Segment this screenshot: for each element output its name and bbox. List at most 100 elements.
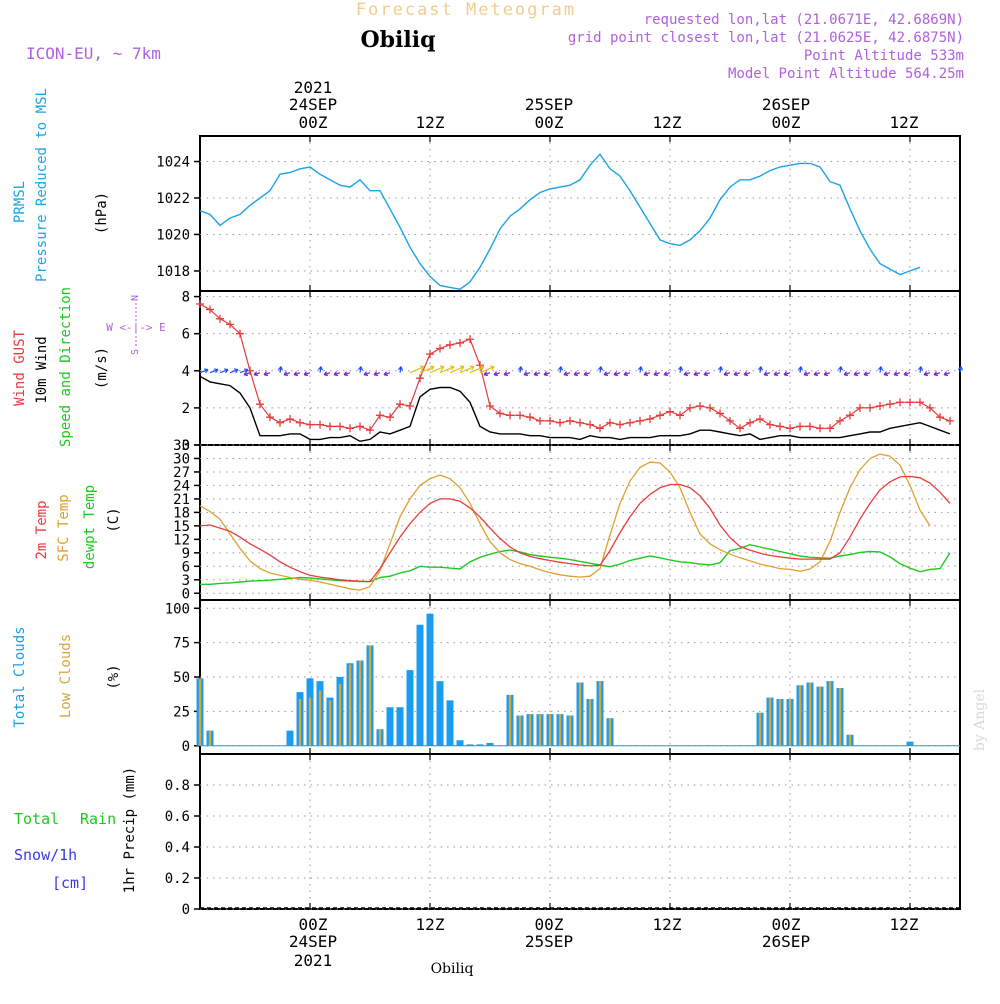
gust-marker (866, 403, 874, 412)
gridpoint-coords: grid point closest lon,lat (21.0625E, 42… (568, 30, 964, 46)
low-cloud-bar (548, 714, 552, 746)
gust-marker (796, 422, 804, 431)
wind-arrow-head (203, 368, 209, 374)
gust-marker (756, 415, 764, 424)
low-cloud-bar (348, 664, 352, 746)
dewpt-label: dewpt Temp (82, 485, 98, 569)
gust-marker (226, 320, 234, 329)
wind-arrow-head (763, 371, 769, 377)
gust-marker (406, 402, 414, 411)
wind-ytick-label: 6 (182, 327, 190, 343)
wind-arrow-head (853, 371, 859, 377)
wind-speed-line (199, 375, 951, 443)
gust-marker (876, 402, 884, 411)
gust-marker (456, 338, 464, 347)
wind-arrow-head (517, 366, 524, 371)
low-cloud-bar (828, 681, 832, 746)
wind-arrow-head (263, 371, 269, 377)
wind-direction-arrow (459, 366, 475, 374)
gust-marker (716, 409, 724, 418)
gust-marker (336, 422, 344, 431)
wind-arrow-head (863, 371, 869, 377)
panel-precip (199, 753, 961, 910)
gust-marker (656, 411, 664, 420)
top-date-24sep: 24SEP (289, 95, 337, 114)
wind-arrow-head (743, 371, 749, 377)
tick-layer: 1018102010221024024680369121518212427303… (156, 136, 911, 918)
temp-ytick-label: 15 (173, 519, 190, 535)
top-year-label: 2021 (294, 78, 333, 97)
temp-ytick-label: 0 (182, 586, 190, 602)
gust-marker (316, 420, 324, 429)
wind-arrow-head (223, 368, 229, 374)
wind-direction-arrow (409, 366, 425, 374)
low-cloud-bar (578, 682, 582, 746)
wind-arrow-head (293, 371, 299, 377)
low-cloud-bar (588, 699, 592, 746)
temp-unit: (C) (106, 507, 122, 532)
wind-arrow-head (933, 371, 939, 377)
gust-marker (536, 416, 544, 425)
precip-ytick-label: 0.6 (165, 809, 190, 825)
precip-ytick-label: 0.2 (165, 871, 190, 887)
total-cloud-bar (406, 670, 414, 746)
total-cloud-bar (426, 613, 434, 746)
gust-marker (586, 420, 594, 429)
low-cloud-bar (368, 645, 372, 746)
point-altitude: Point Altitude 533m (804, 48, 964, 64)
wind-arrow-head (677, 366, 684, 371)
clouds-unit: (%) (106, 664, 122, 689)
wind-arrow-head (343, 371, 349, 377)
wind-arrow-head (563, 371, 569, 377)
wind-direction-arrow (419, 366, 435, 374)
wind-arrow-head (603, 371, 609, 377)
low-cloud-bar (198, 678, 202, 746)
low-cloud-bar (778, 699, 782, 746)
gust-marker (926, 403, 934, 412)
wind-direction-arrow (199, 369, 209, 374)
temp-ytick-label: 6 (182, 559, 190, 575)
data-layer (196, 153, 964, 909)
clouds-ytick-label: 50 (173, 670, 190, 686)
wind-unit: (m/s) (94, 347, 110, 389)
wind-gust-label: Wind GUST (12, 330, 28, 406)
gust-marker (386, 413, 394, 422)
gust-marker (266, 413, 274, 422)
gust-marker (736, 424, 744, 433)
wind-arrow-head (733, 371, 739, 377)
gust-marker (326, 422, 334, 431)
gust-marker (776, 422, 784, 431)
gust-marker (606, 418, 614, 427)
gust-marker (236, 329, 244, 338)
low-cloud-bar (558, 714, 562, 746)
gust-marker (366, 426, 374, 435)
temp-ytick-label: 9 (182, 546, 190, 562)
low-cloud-bar (818, 686, 822, 746)
total-cloud-bar (386, 707, 394, 746)
gust-marker (826, 424, 834, 433)
wind-arrow-head (397, 366, 404, 371)
temp-ytick-label: 24 (173, 478, 190, 494)
gust-marker (706, 403, 714, 412)
temp-ytick-label: 33 (173, 438, 190, 454)
wind-arrow-head (543, 371, 549, 377)
wind-arrow-head (813, 371, 819, 377)
gust-marker (486, 402, 494, 411)
gust-marker (646, 415, 654, 424)
total-cloud-bar (286, 730, 294, 746)
wind-arrow-head (357, 366, 364, 371)
low-cloud-bar (768, 697, 772, 746)
wind-arrow-head (503, 371, 509, 377)
gust-marker (846, 411, 854, 420)
wind-direction-arrow (429, 366, 445, 374)
pressure-label-prmsl: PRMSL (12, 181, 28, 223)
low-cloud-bar (608, 718, 612, 746)
wind-arrow-head (923, 371, 929, 377)
wind-arrow-head (323, 371, 329, 377)
gust-marker (256, 400, 264, 409)
wind-arrow-head (757, 366, 764, 371)
wind-direction-arrow (469, 366, 485, 374)
requested-coords: requested lon,lat (21.0671E, 42.6869N) (644, 12, 964, 28)
low-cloud-bar (598, 681, 602, 746)
